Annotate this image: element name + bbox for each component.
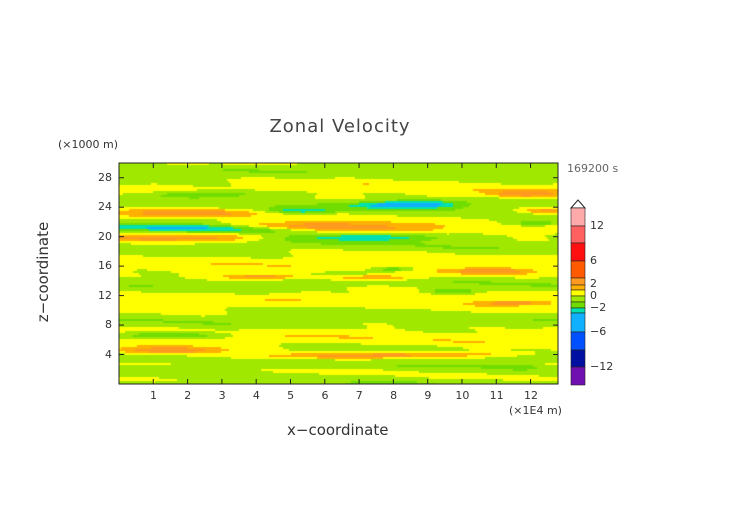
y-tick-label: 24 [98, 200, 112, 214]
y-tick-label: 28 [98, 170, 112, 184]
colorbar-triangle [569, 199, 587, 209]
x-tick-label: 9 [424, 389, 432, 402]
colorbar-band [570, 366, 586, 386]
colorbar-label: 12 [590, 219, 604, 232]
plot-frame [118, 162, 559, 385]
time-label: 169200 s [567, 162, 619, 175]
y-tick-label: 16 [98, 259, 112, 273]
colorbar-label: 0 [590, 289, 597, 302]
colorbar-band [570, 307, 586, 314]
x-tick-label: 4 [252, 389, 260, 402]
x-tick-label: 7 [355, 389, 363, 402]
colorbar-band [570, 349, 586, 368]
colorbar-label: 2 [590, 277, 597, 290]
y-tick-label: 8 [105, 318, 112, 332]
colorbar-label: −12 [590, 360, 614, 373]
colorbar-band [570, 301, 586, 309]
colorbar-label: 6 [590, 254, 597, 267]
colorbar-label: −6 [590, 325, 607, 338]
x-tick-label: 2 [184, 389, 192, 402]
x-axis-unit: (×1E4 m) [509, 404, 562, 417]
x-tick-label: 12 [523, 389, 538, 402]
y-tick-label: 20 [98, 229, 112, 243]
x-tick-label: 11 [489, 389, 504, 402]
contour-field [119, 163, 558, 384]
x-tick-label: 1 [149, 389, 157, 402]
y-tick-label: 12 [98, 288, 112, 302]
colorbar-band [570, 277, 586, 286]
colorbar-band [570, 260, 586, 279]
colorbar-band [570, 207, 586, 227]
x-tick-label: 3 [218, 389, 226, 402]
x-tick-label: 6 [321, 389, 329, 402]
colorbar-band [570, 242, 586, 262]
x-axis-label: x−coordinate [287, 421, 389, 439]
x-tick-label: 10 [455, 389, 470, 402]
colorbar-band [570, 225, 586, 244]
colorbar-band [570, 289, 586, 297]
colorbar-band [570, 295, 586, 303]
x-tick-label: 5 [287, 389, 295, 402]
y-tick-label: 4 [105, 347, 112, 361]
colorbar-band [570, 312, 586, 333]
colorbar-band [570, 331, 586, 351]
colorbar-label: −2 [590, 301, 607, 314]
chart-title: Zonal Velocity [269, 116, 411, 137]
x-tick-label: 8 [390, 389, 398, 402]
colorbar-band [570, 284, 586, 291]
y-axis-unit: (×1000 m) [58, 138, 119, 151]
